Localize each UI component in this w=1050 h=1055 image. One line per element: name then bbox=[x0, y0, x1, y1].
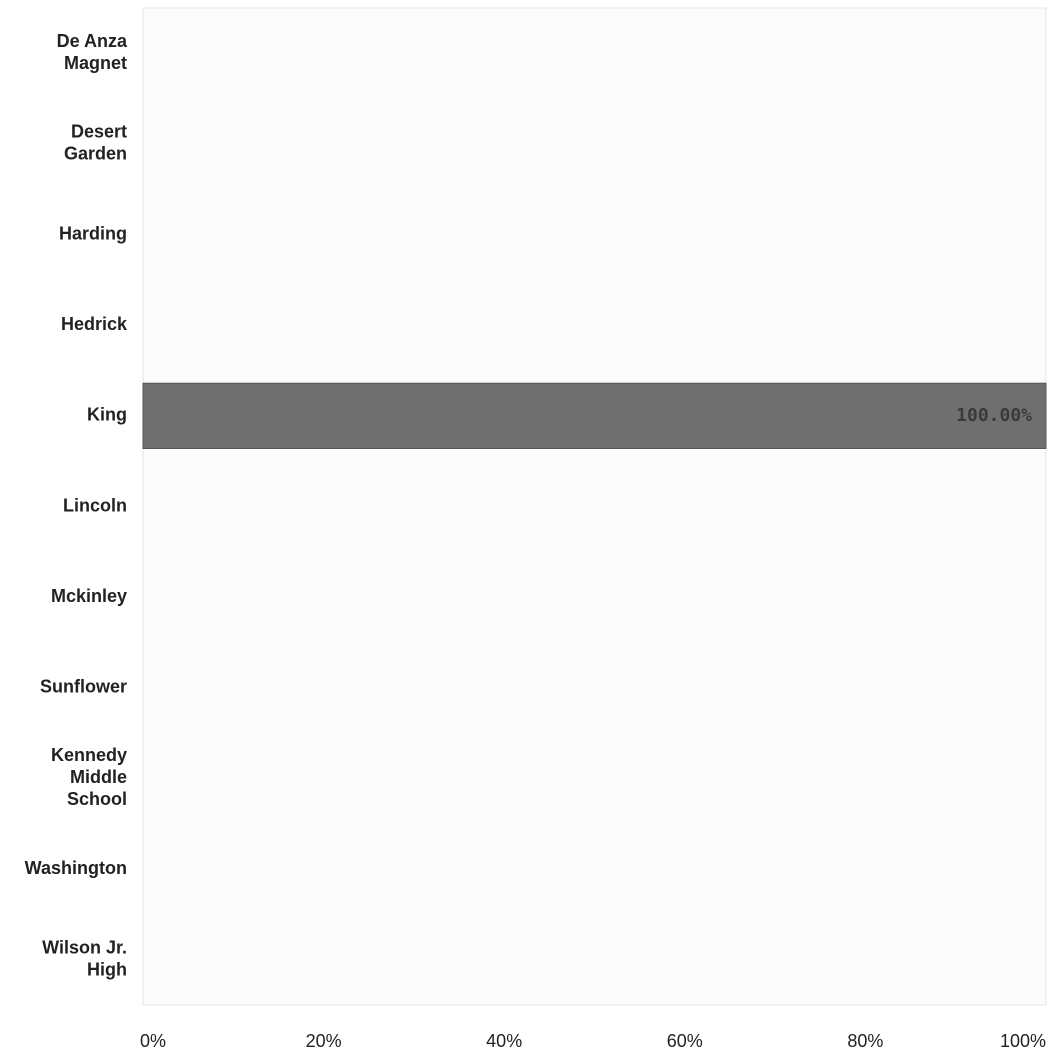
category-label-line: Wilson Jr. bbox=[42, 937, 127, 957]
bar-4 bbox=[142, 382, 1047, 449]
category-label-10: Wilson Jr. High bbox=[42, 937, 127, 979]
category-label-line: Middle bbox=[70, 767, 127, 787]
x-tick-label-5: 100% bbox=[1000, 1031, 1046, 1051]
x-tick-labels: 0% 20% 40% 60% 80% 100% bbox=[140, 1031, 1046, 1051]
category-label-line: Lincoln bbox=[63, 495, 127, 515]
category-label-line: Magnet bbox=[64, 53, 127, 73]
category-label-7: Sunflower bbox=[40, 677, 127, 697]
category-label-6: Mckinley bbox=[51, 586, 127, 606]
plot-area bbox=[142, 7, 1047, 1006]
category-label-line: Hedrick bbox=[61, 314, 128, 334]
x-tick-label-1: 20% bbox=[306, 1031, 342, 1051]
category-label-line: Desert bbox=[71, 122, 127, 142]
category-label-line: School bbox=[67, 789, 127, 809]
category-label-0: De Anza Magnet bbox=[57, 31, 128, 73]
category-label-1: Desert Garden bbox=[64, 122, 127, 164]
x-tick-label-0: 0% bbox=[140, 1031, 166, 1051]
x-tick-label-3: 60% bbox=[667, 1031, 703, 1051]
category-label-line: High bbox=[87, 959, 127, 979]
bars-layer bbox=[142, 382, 1047, 449]
category-label-line: Harding bbox=[59, 223, 127, 243]
category-labels: De Anza Magnet Desert Garden Harding Hedrick K… bbox=[25, 31, 128, 979]
category-label-line: Mckinley bbox=[51, 586, 127, 606]
data-labels: 100.00% bbox=[956, 405, 1032, 426]
category-label-3: Hedrick bbox=[61, 314, 128, 334]
category-label-2: Harding bbox=[59, 223, 127, 243]
data-label-4: 100.00% bbox=[956, 405, 1032, 426]
category-label-line: Washington bbox=[25, 858, 127, 878]
x-tick-label-4: 80% bbox=[847, 1031, 883, 1051]
category-label-9: Washington bbox=[25, 858, 127, 878]
category-label-line: De Anza bbox=[57, 31, 128, 51]
category-label-line: Sunflower bbox=[40, 677, 127, 697]
category-label-line: Garden bbox=[64, 144, 127, 164]
x-tick-label-2: 40% bbox=[486, 1031, 522, 1051]
category-label-line: Kennedy bbox=[51, 745, 127, 765]
category-label-line: King bbox=[87, 405, 127, 425]
category-label-5: Lincoln bbox=[63, 495, 127, 515]
category-label-8: Kennedy Middle School bbox=[51, 745, 127, 809]
category-label-4: King bbox=[87, 405, 127, 425]
